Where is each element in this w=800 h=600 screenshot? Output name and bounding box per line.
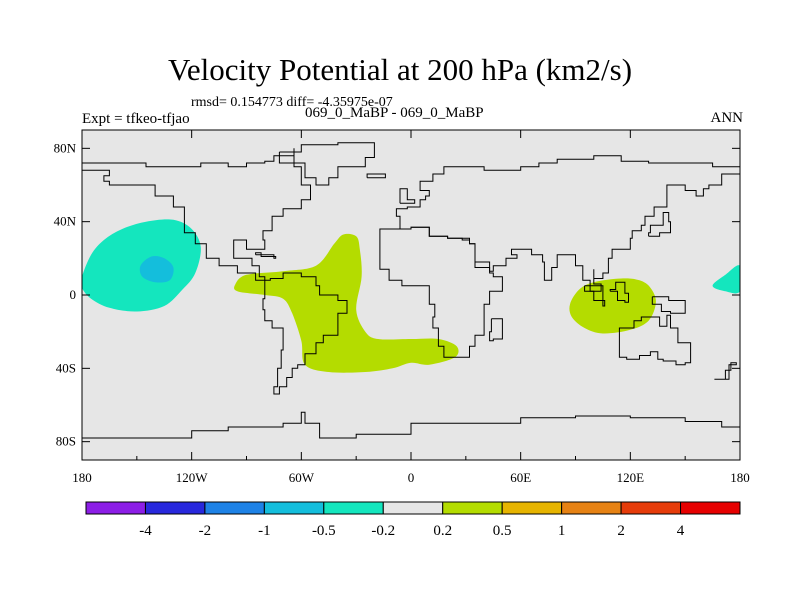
colorbar-label: -4 xyxy=(139,523,152,539)
y-tick-label: 0 xyxy=(70,287,77,302)
x-tick-label: 180 xyxy=(730,470,750,485)
y-tick-label: 40S xyxy=(56,360,76,375)
coastline-north-america xyxy=(82,148,311,281)
colorbar-label: 4 xyxy=(677,523,685,539)
colorbar-label: -2 xyxy=(199,523,212,539)
coastline-japan xyxy=(648,212,671,237)
contour-region-dateline-negative xyxy=(712,265,740,294)
coastline-british-isles xyxy=(399,188,416,204)
stats-text: rmsd= 0.154773 diff= -4.35975e-07 xyxy=(191,95,393,110)
colorbar-label: -0.2 xyxy=(371,523,395,539)
colorbar: -4 -2 -1 -0.5 -0.2 0.2 0.5 1 2 4 xyxy=(85,501,741,539)
colorbar-box xyxy=(144,501,206,515)
contour-region-atlantic-south-america-positive xyxy=(234,233,459,373)
x-axis: 180 120W 60W 0 60E 120E 180 xyxy=(72,130,750,485)
coastline-new-zealand xyxy=(714,362,737,380)
x-tick-label: 120W xyxy=(176,470,209,485)
coastlines xyxy=(82,142,740,439)
colorbar-label: 0.5 xyxy=(493,523,512,539)
x-tick-label: 0 xyxy=(408,470,415,485)
colorbar-box xyxy=(323,501,384,515)
y-tick-label: 40N xyxy=(54,214,77,229)
coastline-africa xyxy=(379,226,503,358)
colorbar-box xyxy=(85,501,146,515)
coastline-antarctica xyxy=(82,411,740,439)
cases-label: 069_0_MaBP - 069_0_MaBP xyxy=(305,105,484,121)
x-tick-label: 120E xyxy=(617,470,645,485)
y-axis: 80N 40N 0 40S 80S xyxy=(54,140,740,449)
colorbar-box xyxy=(561,501,622,515)
coastline-sumatra-borneo xyxy=(584,285,606,307)
coastline-new-guinea xyxy=(651,296,686,314)
contour-regions xyxy=(82,219,740,373)
colorbar-label: -1 xyxy=(258,523,271,539)
colorbar-box xyxy=(501,501,563,515)
colorbar-label: 2 xyxy=(617,523,625,539)
colorbar-box xyxy=(680,501,741,515)
coastline-greenland xyxy=(278,142,375,186)
season-label: ANN xyxy=(710,110,744,126)
coastline-australia xyxy=(618,314,692,366)
x-tick-label: 60E xyxy=(510,470,531,485)
colorbar-label: 1 xyxy=(558,523,566,539)
colorbar-box xyxy=(442,501,503,515)
x-tick-label: 60W xyxy=(289,470,315,485)
colorbar-label: -0.5 xyxy=(312,523,336,539)
coastline-caribbean-cuba xyxy=(255,252,277,259)
coastline-eurasia-africa xyxy=(392,155,740,292)
experiment-label: Expt = tfkeo-tfjao xyxy=(82,111,190,127)
colorbar-label: 0.2 xyxy=(433,523,452,539)
y-tick-label: 80S xyxy=(56,434,76,449)
coastline-madagascar xyxy=(489,318,503,342)
y-tick-label: 80N xyxy=(54,140,77,155)
coastline-iceland xyxy=(366,173,386,179)
colorbar-box xyxy=(382,501,444,515)
contour-region-north-pacific-core xyxy=(139,256,174,283)
map-title: Velocity Potential at 200 hPa (km2/s) xyxy=(167,52,633,87)
coastline-south-america xyxy=(262,272,348,395)
contour-region-indonesia-positive xyxy=(569,278,656,334)
coastline-borneo xyxy=(609,281,629,303)
colorbar-box xyxy=(620,501,682,515)
colorbar-box xyxy=(263,501,325,515)
colorbar-box xyxy=(204,501,265,515)
x-tick-label: 180 xyxy=(72,470,92,485)
